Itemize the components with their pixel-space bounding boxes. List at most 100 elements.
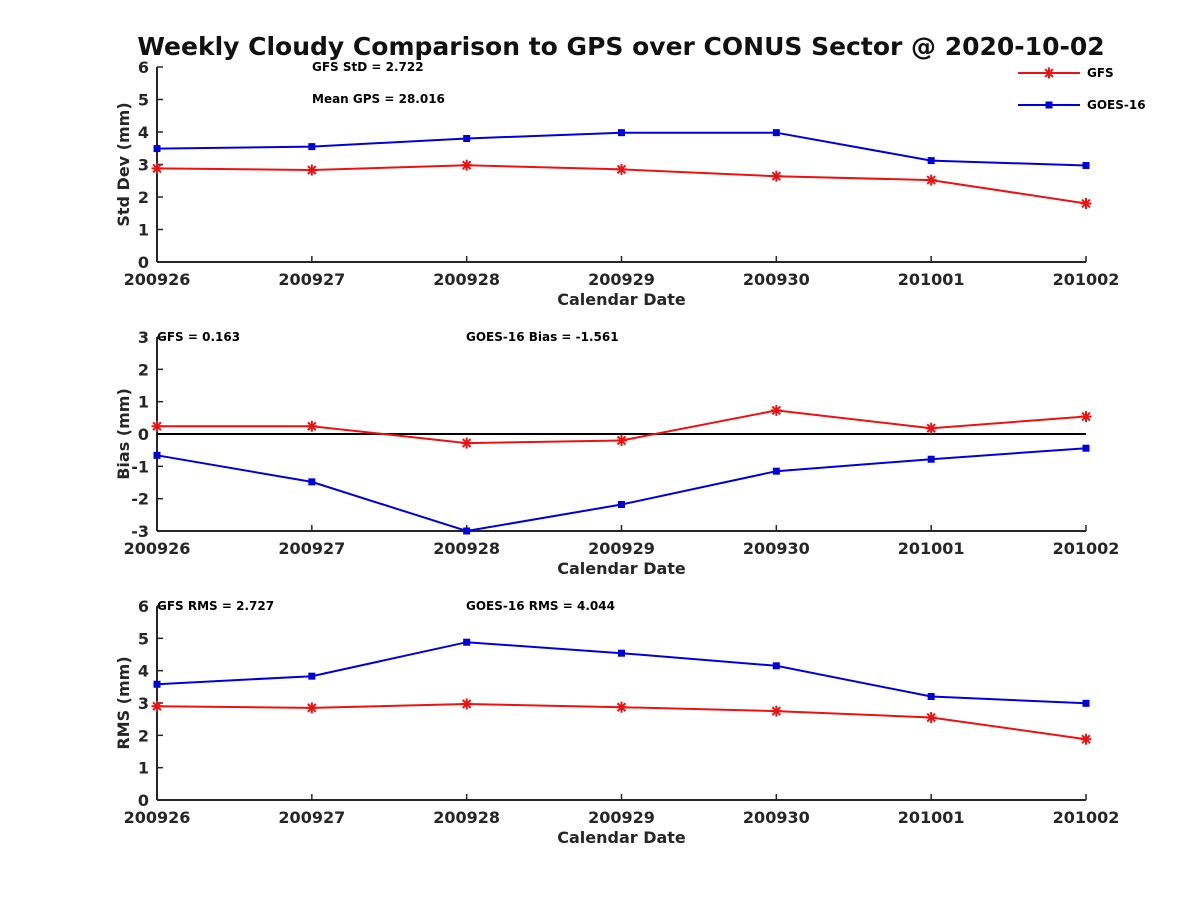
y-tick-label: 4 <box>138 662 149 681</box>
panel-3: 0 1 2 3 4 5 6 200926 200927 200928 200929 200930 201… <box>114 597 1119 847</box>
data-point <box>151 700 163 712</box>
data-point <box>1080 198 1092 209</box>
x-tick-label: 200926 <box>124 539 191 558</box>
panel-1: 0 1 2 3 4 5 6 200926 200927 200928 200929 200930 201… <box>114 58 1119 309</box>
data-point <box>616 434 627 446</box>
x-tick-label: 200929 <box>588 808 655 827</box>
x-axis-label: Calendar Date <box>557 559 686 578</box>
data-point <box>461 698 473 710</box>
data-point <box>616 163 627 175</box>
y-tick-label: 0 <box>138 791 149 810</box>
annotation-label: GOES-16 RMS = 4.044 <box>466 599 615 613</box>
data-point <box>772 662 780 670</box>
data-point <box>925 174 937 186</box>
data-point <box>927 693 935 701</box>
data-point <box>306 420 318 432</box>
data-point <box>772 129 780 137</box>
legend-entry-goes-16[interactable]: GOES-16 <box>1018 98 1146 112</box>
data-point <box>1082 444 1090 452</box>
data-point <box>925 422 937 434</box>
x-tick-label: 200930 <box>743 270 810 289</box>
data-point <box>151 420 163 432</box>
data-point <box>770 705 782 717</box>
y-tick-label: 3 <box>138 328 149 347</box>
data-point <box>927 455 935 463</box>
legend-entry-gfs[interactable]: GFS <box>1018 66 1114 80</box>
y-tick-label: 1 <box>138 759 149 778</box>
x-tick-label: 200928 <box>433 270 500 289</box>
y-tick-label: 2 <box>138 360 149 379</box>
y-tick-label: -3 <box>131 522 149 541</box>
data-point <box>1082 161 1090 169</box>
data-point <box>463 638 471 646</box>
series-goes-16 <box>153 129 1090 169</box>
data-point <box>153 680 161 688</box>
y-tick-label: 2 <box>138 726 149 745</box>
data-point <box>1080 411 1092 423</box>
series-line <box>156 447 1087 533</box>
y-tick-label: 5 <box>138 91 149 110</box>
data-point <box>1080 733 1092 745</box>
data-point <box>461 437 473 449</box>
y-tick-label: 4 <box>138 123 149 142</box>
x-tick-label: 200927 <box>278 808 345 827</box>
data-point <box>925 712 937 724</box>
data-point <box>308 143 316 151</box>
legend-label: GFS <box>1087 66 1114 80</box>
legend-label: GOES-16 <box>1087 98 1146 112</box>
x-tick-label: 201002 <box>1053 270 1120 289</box>
data-point <box>308 478 316 486</box>
panel-2: -3 -2 -1 0 1 2 3 200926 200927 200928 200929 200930… <box>114 328 1119 578</box>
x-tick-label: 200926 <box>124 270 191 289</box>
y-tick-label: 6 <box>138 58 149 77</box>
annotation-label: GFS = 0.163 <box>157 330 240 344</box>
series-gfs <box>151 404 1092 449</box>
x-tick-label: 201002 <box>1053 808 1120 827</box>
chart-title: Weekly Cloudy Comparison to GPS over CON… <box>137 32 1104 61</box>
y-axis-label: RMS (mm) <box>114 656 133 749</box>
y-tick-label: 1 <box>138 221 149 240</box>
data-point <box>618 129 625 137</box>
legend-marker <box>1045 101 1053 109</box>
legend-marker <box>1043 67 1055 79</box>
annotation-label: GOES-16 Bias = -1.561 <box>466 330 619 344</box>
x-tick-label: 200929 <box>588 539 655 558</box>
x-tick-label: 200927 <box>278 270 345 289</box>
x-tick-label: 200926 <box>124 808 191 827</box>
series-gfs <box>151 159 1092 209</box>
y-tick-label: 6 <box>138 597 149 616</box>
data-point <box>308 672 316 680</box>
data-point <box>927 157 935 165</box>
data-point <box>770 170 782 182</box>
x-tick-label: 201001 <box>898 539 965 558</box>
data-point <box>153 451 161 459</box>
data-point <box>461 159 473 171</box>
data-point <box>618 500 625 508</box>
data-point <box>772 467 780 475</box>
x-tick-label: 200928 <box>433 808 500 827</box>
y-tick-label: -1 <box>131 457 149 476</box>
y-axis-label: Bias (mm) <box>114 388 133 480</box>
y-tick-label: 3 <box>138 156 149 175</box>
x-tick-label: 200927 <box>278 539 345 558</box>
y-axis-label: Std Dev (mm) <box>114 102 133 226</box>
data-point <box>153 145 161 153</box>
annotation-label: GFS RMS = 2.727 <box>157 599 274 613</box>
x-tick-label: 200930 <box>743 808 810 827</box>
data-point <box>463 527 471 535</box>
data-point <box>306 702 318 714</box>
x-axis-label: Calendar Date <box>557 290 686 309</box>
x-axis-label: Calendar Date <box>557 828 686 847</box>
x-tick-label: 200930 <box>743 539 810 558</box>
data-point <box>1082 699 1090 707</box>
series-gfs <box>151 698 1092 745</box>
y-tick-label: 0 <box>138 253 149 272</box>
data-point <box>770 404 782 416</box>
series-line <box>156 131 1087 167</box>
data-point <box>151 162 163 174</box>
series-goes-16 <box>153 638 1090 707</box>
chart-legend[interactable]: GFS GOES-16 <box>1018 66 1146 112</box>
y-tick-label: -2 <box>131 490 149 509</box>
